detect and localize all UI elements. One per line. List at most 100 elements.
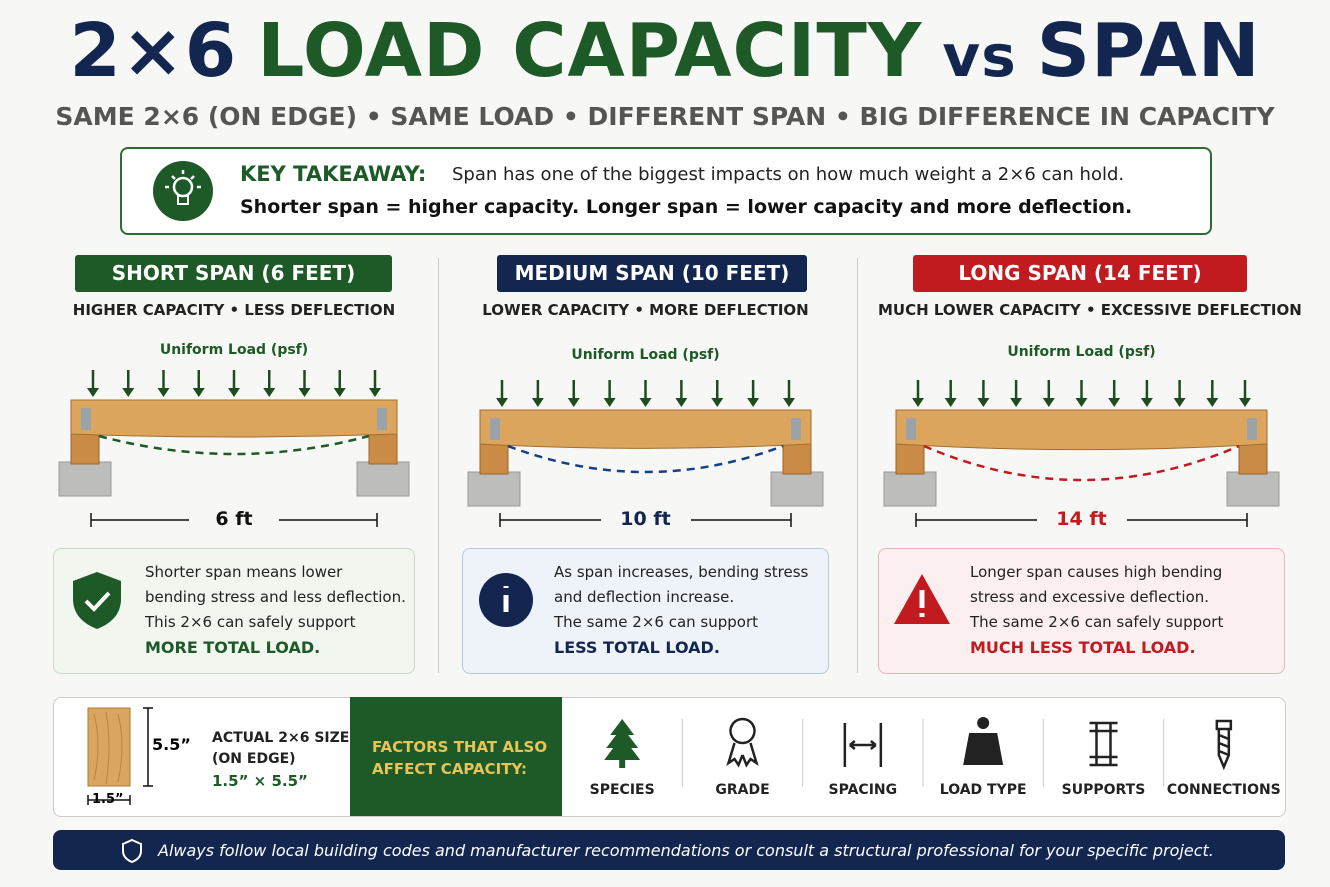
factor-icon <box>843 723 883 767</box>
factor-label: SUPPORTS <box>1062 782 1146 798</box>
bracket <box>490 418 500 440</box>
note-line: bending stress and less deflection. <box>145 588 406 606</box>
takeaway-emphasis: Shorter span = higher capacity. Longer s… <box>240 196 1133 218</box>
note-icon <box>73 572 121 629</box>
width-label: 1.5” <box>92 792 124 807</box>
load-arrowhead <box>783 398 795 407</box>
deflection-curve <box>923 444 1240 482</box>
load-arrowhead <box>912 398 924 407</box>
note-line: and deflection increase. <box>554 588 735 606</box>
load-label: Uniform Load (psf) <box>1007 344 1156 360</box>
panel-subheading: HIGHER CAPACITY • LESS DEFLECTION <box>72 301 396 319</box>
factor-icon <box>726 717 759 768</box>
factors-heading: AFFECT CAPACITY: <box>372 760 528 778</box>
load-arrowhead <box>157 388 170 397</box>
deflection-curve <box>98 434 370 456</box>
load-arrowhead <box>1140 398 1153 407</box>
note-conclusion: LESS TOTAL LOAD. <box>554 638 720 657</box>
footer-bar <box>53 830 1285 870</box>
check <box>84 591 111 612</box>
load-arrowhead <box>192 388 205 397</box>
lumber-icon <box>87 707 153 805</box>
lumber-size: 1.5” × 5.5” <box>212 772 308 790</box>
load-arrowhead <box>1010 398 1023 407</box>
load-label: Uniform Load (psf) <box>571 347 720 363</box>
panel-heading: SHORT SPAN (6 FEET) <box>75 255 392 292</box>
load-arrowhead <box>87 388 99 397</box>
factor-icons: SPECIES GRADE SPACING LOAD TYPE SUPPORTS CONN… <box>590 717 1281 798</box>
note-line: Longer span causes high bending <box>970 563 1223 581</box>
load-arrowhead <box>122 388 135 397</box>
shield-icon <box>122 838 142 864</box>
load-arrowhead <box>639 398 652 407</box>
note-line: The same 2×6 can support <box>554 613 759 631</box>
factor-label: GRADE <box>715 782 769 798</box>
subtitle: SAME 2×6 (ON EDGE) • SAME LOAD • DIFFERE… <box>55 102 1275 131</box>
load-arrowhead <box>496 398 508 407</box>
load-arrowhead <box>711 398 724 407</box>
load-arrowhead <box>298 388 311 397</box>
bracket <box>906 418 916 440</box>
load-arrowhead <box>977 398 990 407</box>
takeaway-label: KEY TAKEAWAY: <box>240 162 427 186</box>
load-arrowhead <box>1108 398 1121 407</box>
note-line: stress and excessive deflection. <box>970 588 1210 606</box>
factor-label: SPACING <box>829 782 898 798</box>
bulb-icon <box>153 161 213 221</box>
bottom-box <box>53 697 1286 817</box>
load-label: Uniform Load (psf) <box>159 342 309 358</box>
load-arrowhead <box>263 388 276 397</box>
panel-subheading: MUCH LOWER CAPACITY • EXCESSIVE DEFLECTI… <box>878 301 1302 319</box>
load-arrowhead <box>228 388 240 397</box>
note-icon <box>894 574 950 624</box>
load-arrowhead <box>1173 398 1186 407</box>
load-arrowhead <box>531 398 544 407</box>
lumber-title: ACTUAL 2×6 SIZE <box>212 730 350 746</box>
beam <box>479 409 812 449</box>
title: 2×6 LOAD CAPACITY vs SPAN <box>0 8 1330 94</box>
load-arrowhead <box>944 398 957 407</box>
note-box <box>878 548 1285 674</box>
load-arrowhead <box>675 398 688 407</box>
footing <box>883 471 937 507</box>
footer-text: Always follow local building codes and m… <box>158 841 1214 860</box>
beam <box>70 399 398 438</box>
divider <box>438 258 439 673</box>
note-conclusion: MORE TOTAL LOAD. <box>145 638 321 657</box>
bracket <box>377 408 387 430</box>
deflection-curve <box>507 444 784 474</box>
load-arrowhead <box>747 398 760 407</box>
beam <box>895 409 1268 451</box>
panel-heading: LONG SPAN (14 FEET) <box>913 255 1247 292</box>
note-conclusion: MUCH LESS TOTAL LOAD. <box>970 638 1196 657</box>
load-arrowhead <box>1206 398 1219 407</box>
beam-diagram <box>467 380 824 527</box>
note-line: The same 2×6 can safely support <box>970 613 1224 631</box>
footing <box>58 461 112 497</box>
note-line: This 2×6 can safely support <box>145 613 356 631</box>
beam-diagram <box>58 370 410 527</box>
note-icon <box>479 573 533 627</box>
bracket <box>81 408 91 430</box>
span-label: 14 ft <box>1036 508 1127 530</box>
load-arrowhead <box>1075 398 1088 407</box>
factors-block <box>350 697 562 816</box>
height-label: 5.5” <box>152 735 191 754</box>
shield <box>73 572 121 629</box>
title-part: LOAD CAPACITY <box>257 8 923 94</box>
takeaway-text: Span has one of the biggest impacts on h… <box>452 164 1125 185</box>
factor-icon <box>1215 719 1233 771</box>
note-line: As span increases, bending stress <box>554 563 809 581</box>
title-part: vs <box>942 22 1017 90</box>
bracket <box>791 418 801 440</box>
factor-label: CONNECTIONS <box>1167 782 1281 798</box>
factor-label: SPECIES <box>590 782 655 798</box>
lumber-orientation: (ON EDGE) <box>212 751 296 767</box>
bracket <box>1247 418 1257 440</box>
footing <box>467 471 521 507</box>
load-arrowhead <box>1239 398 1251 407</box>
divider <box>857 258 858 673</box>
factor-icon <box>604 719 641 768</box>
beam-diagram <box>883 380 1280 527</box>
